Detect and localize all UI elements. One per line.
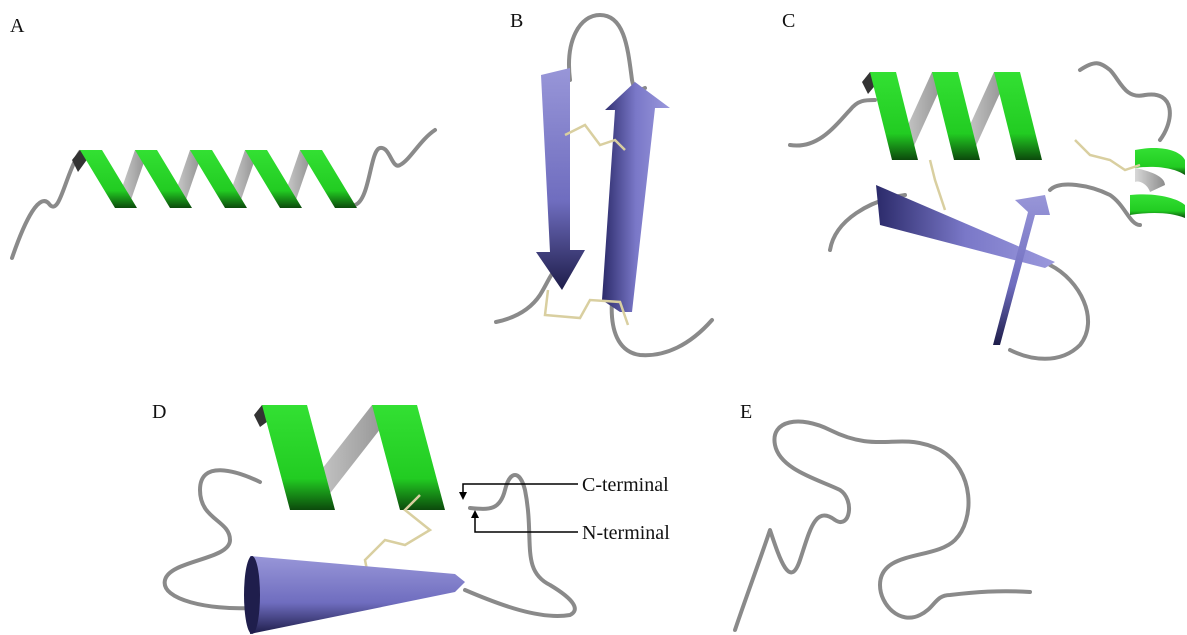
coil: [465, 475, 575, 616]
strand: [250, 556, 465, 634]
annotation: N-terminal: [582, 522, 670, 544]
helix: [254, 405, 445, 510]
panel-label: A: [10, 15, 25, 37]
disulfide: [930, 160, 945, 210]
strand: [536, 68, 585, 290]
arrowhead: [459, 492, 467, 500]
panel-label: B: [510, 10, 523, 32]
coil: [569, 15, 645, 90]
ribbon: [372, 405, 445, 510]
coil: [790, 100, 875, 146]
annotation: C-terminal: [582, 474, 669, 496]
helix: [72, 150, 357, 208]
ribbon: [870, 72, 918, 160]
helix: [1130, 148, 1185, 218]
panel-label: E: [740, 401, 752, 423]
coil: [1010, 265, 1088, 359]
coil: [1080, 63, 1170, 140]
panel-label: D: [152, 401, 166, 423]
ribbon: [300, 150, 357, 208]
arrowhead: [471, 510, 479, 518]
helix: [862, 72, 1042, 160]
strand: [993, 195, 1050, 345]
disulfide: [1075, 140, 1140, 170]
ribbon: [932, 72, 980, 160]
annotation-line: [463, 484, 578, 497]
panel-label: C: [782, 10, 795, 32]
coil: [355, 130, 435, 205]
coil: [735, 422, 1030, 630]
strand: [602, 82, 670, 312]
ribbon: [262, 405, 335, 510]
coil: [12, 152, 80, 258]
ribbon: [994, 72, 1042, 160]
strand-base: [244, 556, 260, 634]
figure: A B C D E C-terminal N-terminal: [0, 0, 1187, 635]
coil: [1050, 185, 1140, 225]
